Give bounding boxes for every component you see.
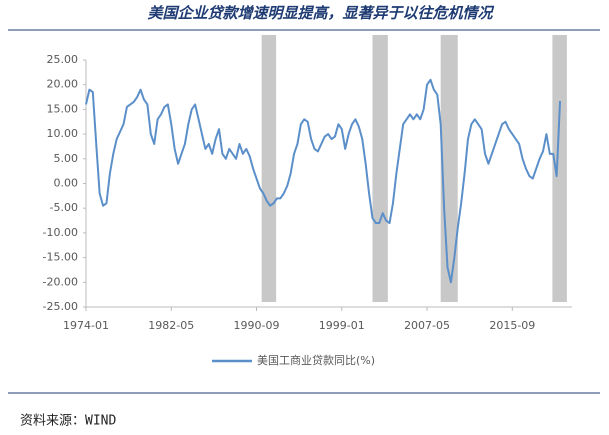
x-tick-label: 1974-01: [63, 319, 109, 332]
shaded-period: [372, 35, 388, 302]
y-tick-label: -5.00: [50, 201, 78, 214]
y-tick-label: 15.00: [47, 102, 79, 115]
y-tick-label: -20.00: [43, 275, 78, 288]
x-tick-label: 1990-09: [234, 319, 280, 332]
x-tick-label: 1999-01: [319, 319, 365, 332]
y-tick-label: -10.00: [43, 226, 78, 239]
y-tick-label: 0.00: [54, 177, 79, 190]
y-tick-label: 5.00: [54, 152, 79, 165]
y-tick-label: 20.00: [47, 78, 79, 91]
shaded-period: [261, 35, 277, 302]
y-tick-label: -15.00: [43, 251, 78, 264]
x-tick-label: 2007-05: [404, 319, 450, 332]
y-tick-label: 10.00: [47, 127, 79, 140]
source: 资料来源：WIND: [20, 414, 116, 429]
shaded-period: [552, 35, 567, 302]
series-line: [85, 78, 562, 284]
x-tick-label: 2015-09: [489, 319, 535, 332]
x-tick-label: 1982-05: [148, 319, 194, 332]
y-tick-label: 25.00: [47, 53, 79, 66]
legend-label: 美国工商业贷款同比(%): [257, 353, 375, 367]
chart-title: 美国企业贷款增速明显提高，显著异于以往危机情况: [147, 4, 494, 22]
y-tick-label: -25.00: [43, 300, 78, 313]
